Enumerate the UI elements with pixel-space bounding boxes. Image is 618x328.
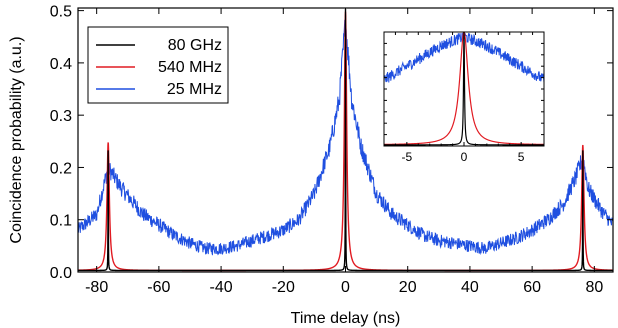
x-axis: -80 -60 -40 -20 0 20 40 60 80 (85, 8, 603, 296)
x-tick-label: 40 (461, 279, 479, 296)
x-tick-label: 20 (399, 279, 417, 296)
legend-box (87, 26, 229, 104)
x-tick-label: -60 (147, 279, 170, 296)
y-axis: 0.0 0.1 0.2 0.3 0.4 0.5 (50, 4, 613, 282)
x-tick-label: 60 (523, 279, 541, 296)
legend-label-80ghz: 80 GHz (168, 37, 222, 54)
legend-label-25mhz: 25 MHz (167, 81, 222, 98)
y-axis-title: Coincidence probability (a.u.) (8, 36, 25, 243)
inset-x-tick-label: 0 (461, 150, 468, 164)
y-tick-label: 0.0 (50, 265, 72, 282)
x-tick-label: 80 (585, 279, 603, 296)
x-tick-label: -40 (210, 279, 233, 296)
x-tick-label: -20 (272, 279, 295, 296)
y-tick-label: 0.4 (50, 56, 72, 73)
inset-x-tick-label: 5 (518, 150, 525, 164)
y-tick-label: 0.5 (50, 4, 72, 21)
legend-label-540mhz: 540 MHz (158, 59, 222, 76)
legend: 80 GHz 540 MHz 25 MHz (87, 26, 229, 104)
y-tick-label: 0.3 (50, 108, 72, 125)
inset-x-axis: -5 0 5 (383, 31, 545, 164)
y-tick-label: 0.1 (50, 213, 72, 230)
x-tick-label: -80 (85, 279, 108, 296)
y-tick-label: 0.2 (50, 160, 72, 177)
inset-plot: -5 0 5 (383, 31, 545, 164)
inset-x-tick-label: -5 (402, 150, 413, 164)
main-plot: -80 -60 -40 -20 0 20 40 60 80 0.0 0.1 0.2 0.3 0.4 0.5… (8, 4, 614, 327)
x-axis-title: Time delay (ns) (291, 310, 401, 327)
x-tick-label: 0 (341, 279, 350, 296)
